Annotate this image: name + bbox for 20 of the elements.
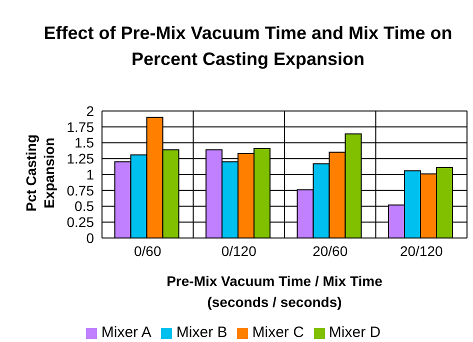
y-tick-label: 0 [86, 230, 94, 246]
x-tick-label: 20/60 [312, 242, 348, 259]
y-tick-label: 0.25 [66, 214, 94, 230]
x-tick-label: 0/60 [134, 242, 162, 259]
y-tick-label: 0.5 [74, 198, 94, 214]
legend-label: Mixer D [328, 324, 381, 341]
legend-label: Mixer C [252, 324, 304, 341]
legend-label: Mixer B [176, 324, 228, 341]
x-axis-title: Pre-Mix Vacuum Time / Mix Time (seconds / seconds) [166, 273, 383, 310]
y-axis-title: Pct Casting Expansion [23, 134, 57, 212]
y-tick-label: 1 [86, 166, 94, 182]
y-tick-label: 1.5 [74, 134, 94, 151]
y-tick-label: 0.75 [66, 182, 94, 198]
x-tick-label: 0/120 [221, 242, 257, 259]
y-tick-label: 2 [86, 102, 94, 119]
x-tick-label: 20/120 [400, 242, 443, 259]
y-tick-label: 1.75 [66, 118, 94, 135]
y-tick-label: 1.25 [66, 150, 94, 167]
chart-title: Effect of Pre-Mix Vacuum Time and Mix Time on Percent Casting Expansion [42, 22, 454, 71]
legend-label: Mixer A [101, 324, 152, 341]
